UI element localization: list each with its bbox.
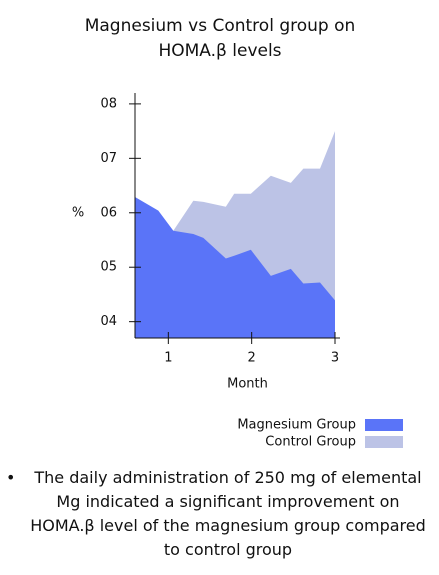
y-tick-label: 06 — [100, 205, 117, 220]
y-axis-label: % — [72, 206, 84, 221]
note: The daily administration of 250 mg of el… — [6, 466, 428, 562]
y-tick-label: 08 — [100, 96, 117, 111]
x-axis-label: Month — [227, 377, 268, 392]
legend-swatch — [365, 419, 403, 431]
x-tick-label: 1 — [164, 351, 172, 366]
chart: 04 05 06 07 08 1 2 3% Month Magnesium Group Contro… — [72, 93, 403, 450]
x-tick-label: 3 — [331, 351, 339, 366]
y-tick-label: 05 — [100, 260, 117, 275]
legend-label: Control Group — [265, 435, 356, 450]
chart-title: Magnesium vs Control group on HOMA.β lev… — [84, 16, 356, 61]
legend-swatch — [365, 436, 403, 448]
y-tick-label: 07 — [100, 151, 117, 166]
legend-label: Magnesium Group — [237, 418, 356, 433]
y-tick-label: 04 — [100, 314, 117, 329]
x-tick-label: 2 — [248, 351, 256, 366]
area — [135, 196, 335, 338]
